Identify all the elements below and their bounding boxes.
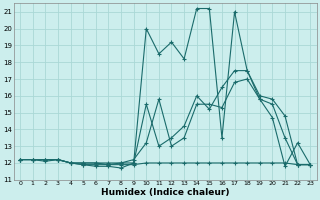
X-axis label: Humidex (Indice chaleur): Humidex (Indice chaleur) bbox=[101, 188, 229, 197]
